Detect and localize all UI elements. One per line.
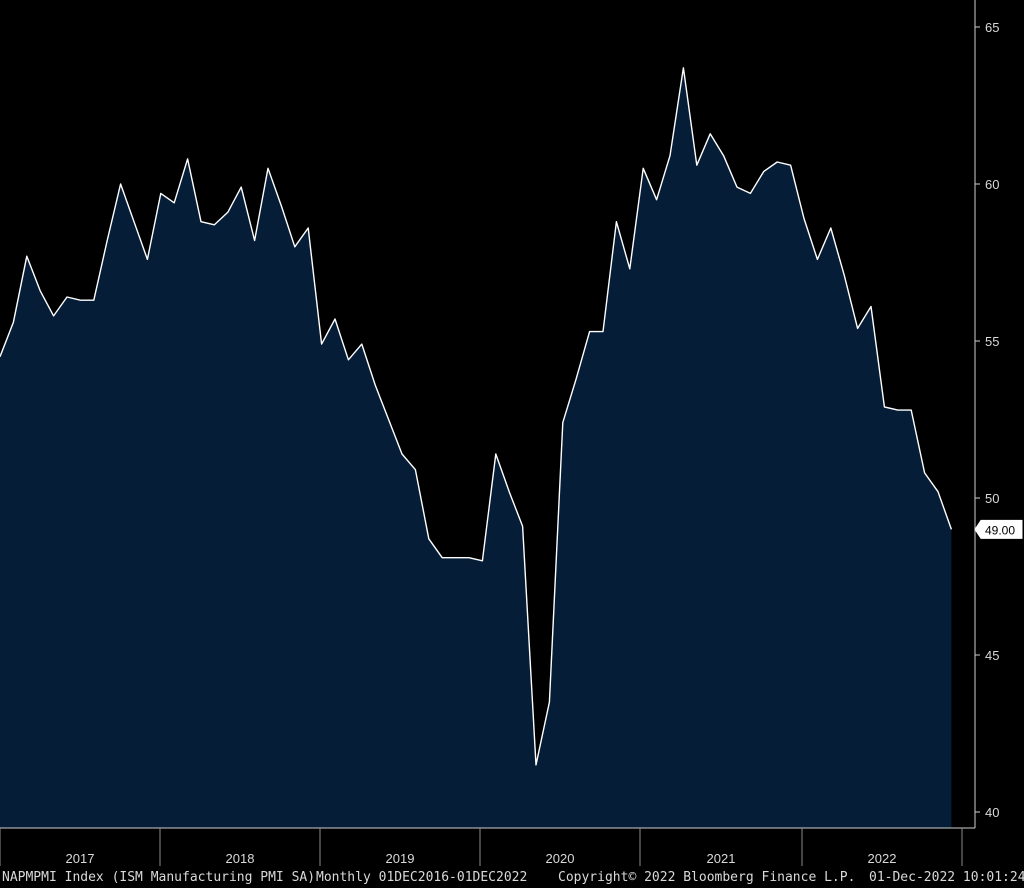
last-value-tag — [974, 519, 1023, 539]
x-tick-label: 2021 — [707, 851, 736, 866]
series-line — [0, 67, 953, 766]
copyright-notice: Copyright© 2022 Bloomberg Finance L.P. — [558, 870, 856, 885]
y-tick-label: 45 — [985, 648, 999, 663]
x-tick-label: 2019 — [386, 851, 415, 866]
series-description: NAPMPMI Index (ISM Manufacturing PMI SA) — [2, 870, 316, 885]
y-tick-label: 55 — [985, 334, 999, 349]
x-tick-label: 2018 — [226, 851, 255, 866]
last-value-label: 49.00 — [985, 523, 1015, 537]
y-tick-label: 40 — [985, 805, 999, 820]
x-tick-label: 2022 — [868, 851, 897, 866]
timestamp: 01-Dec-2022 10:01:24 — [869, 870, 1024, 885]
series-area — [0, 67, 952, 829]
y-tick-label: 60 — [985, 177, 999, 192]
y-tick-label: 50 — [985, 491, 999, 506]
x-tick-label: 2017 — [66, 851, 95, 866]
chart-footer: NAPMPMI Index (ISM Manufacturing PMI SA)… — [0, 870, 1024, 888]
y-tick-label: 65 — [985, 20, 999, 35]
x-tick-label: 2020 — [546, 851, 575, 866]
period-range: Monthly 01DEC2016-01DEC2022 — [316, 870, 528, 885]
